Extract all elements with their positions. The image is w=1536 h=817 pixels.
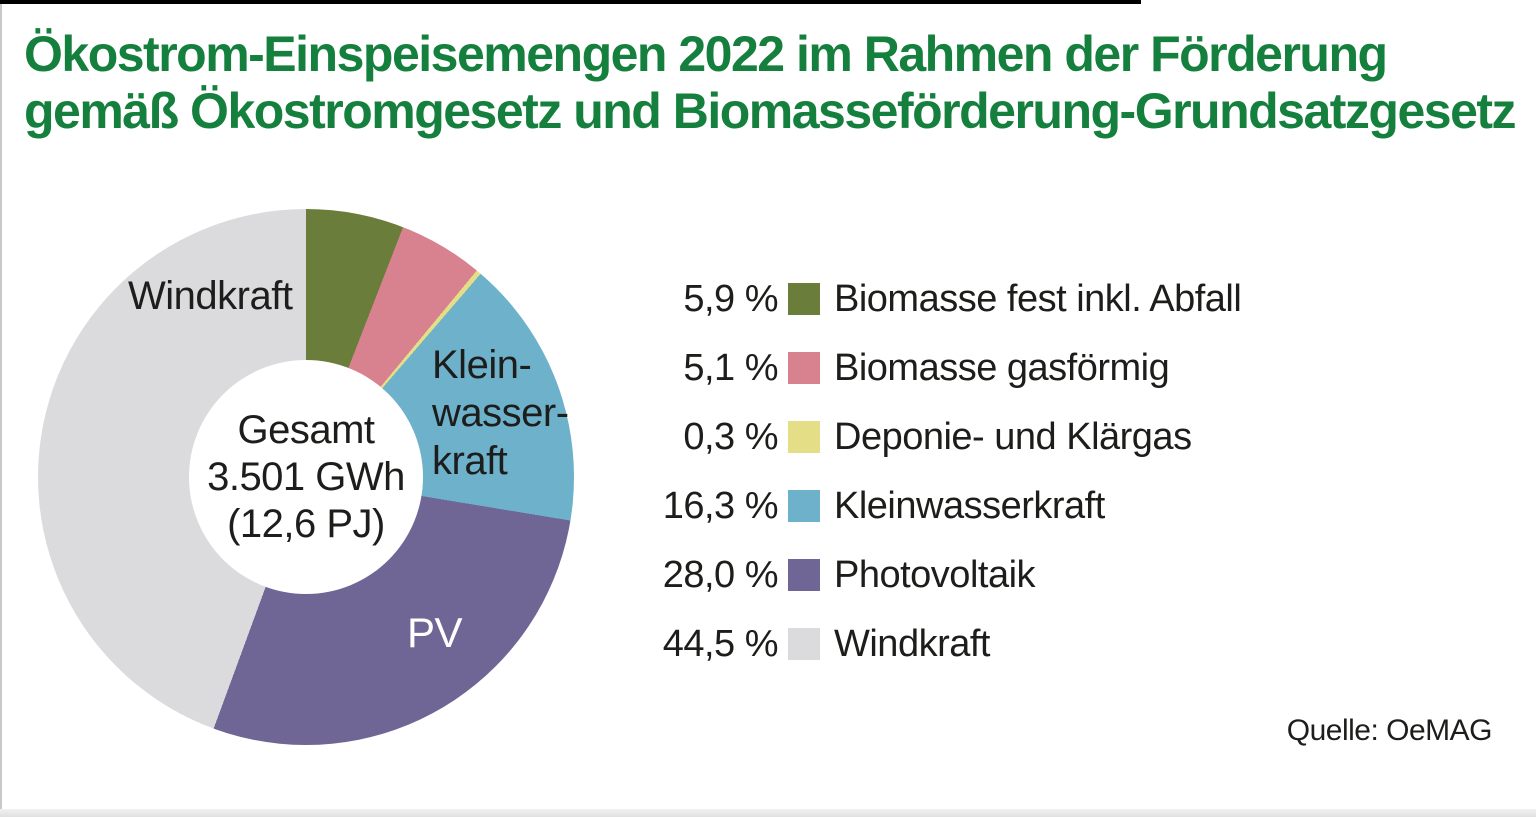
- legend-row: 44,5 % Windkraft: [660, 622, 1241, 665]
- legend-row: 16,3 % Kleinwasserkraft: [660, 484, 1241, 527]
- legend-swatch: [788, 628, 820, 660]
- legend-label: Photovoltaik: [834, 553, 1036, 596]
- bottom-border: [0, 809, 1536, 817]
- legend-label: Deponie- und Klärgas: [834, 415, 1192, 458]
- donut-total-label: Gesamt 3.501 GWh (12,6 PJ): [207, 407, 405, 546]
- legend-swatch: [788, 421, 820, 453]
- legend-swatch: [788, 283, 820, 315]
- legend-label: Biomasse fest inkl. Abfall: [834, 277, 1242, 320]
- legend-percent: 16,3 %: [662, 484, 779, 527]
- slice-label-kleinwasserkraft: Klein- wasser- kraft: [432, 343, 569, 483]
- legend-percent: 0,3 %: [683, 415, 778, 458]
- legend-label: Kleinwasserkraft: [834, 484, 1105, 527]
- source-credit: Quelle: OeMAG: [1286, 714, 1493, 747]
- slice-label-pv: PV: [407, 609, 463, 656]
- donut-center: Gesamt 3.501 GWh (12,6 PJ): [189, 360, 423, 594]
- top-border-bar: [0, 0, 1141, 4]
- legend-row: 5,1 % Biomasse gasförmig: [660, 346, 1241, 389]
- legend-row: 0,3 % Deponie- und Klärgas: [660, 415, 1241, 458]
- legend-percent: 28,0 %: [662, 553, 779, 596]
- legend-label: Windkraft: [834, 622, 990, 665]
- legend: 5,9 % Biomasse fest inkl. Abfall 5,1 % B…: [660, 277, 1242, 694]
- legend-percent: 44,5 %: [662, 622, 779, 665]
- donut-chart: Gesamt 3.501 GWh (12,6 PJ) Windkraft Kle…: [38, 209, 574, 745]
- legend-row: 28,0 % Photovoltaik: [660, 553, 1241, 596]
- legend-swatch: [788, 559, 820, 591]
- page-left-edge-line: [0, 4, 2, 817]
- page-title: Ökostrom-Einspeisemengen 2022 im Rahmen …: [24, 26, 1517, 139]
- legend-swatch: [788, 352, 820, 384]
- slice-label-windkraft: Windkraft: [128, 274, 293, 318]
- legend-percent: 5,1 %: [683, 346, 778, 389]
- legend-swatch: [788, 490, 820, 522]
- legend-row: 5,9 % Biomasse fest inkl. Abfall: [660, 277, 1242, 320]
- legend-percent: 5,9 %: [683, 277, 778, 320]
- legend-label: Biomasse gasförmig: [834, 346, 1170, 389]
